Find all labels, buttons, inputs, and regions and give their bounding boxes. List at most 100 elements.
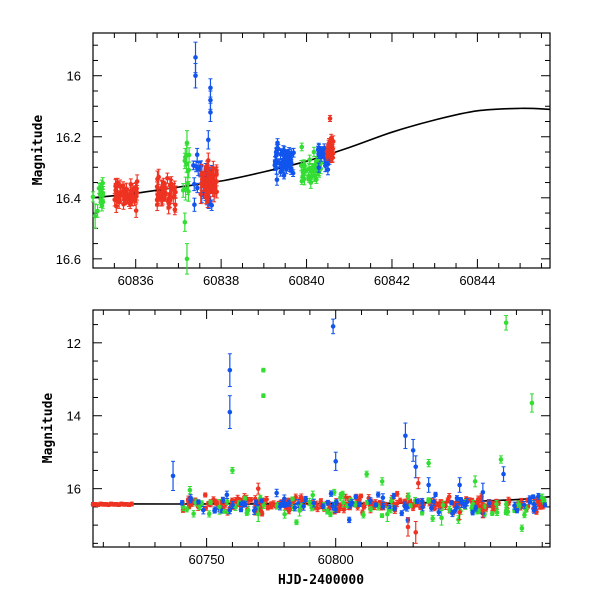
top-point-13 bbox=[97, 188, 103, 200]
bottom-point-388 bbox=[436, 508, 442, 516]
bottom-marker bbox=[347, 502, 353, 508]
top-point-235 bbox=[129, 193, 134, 204]
bottom-marker bbox=[255, 486, 261, 491]
top-marker bbox=[186, 152, 192, 158]
bottom-point-448 bbox=[472, 475, 478, 488]
bottom-marker bbox=[394, 491, 400, 497]
top-marker bbox=[159, 197, 165, 203]
top-marker bbox=[301, 162, 307, 168]
top-marker bbox=[193, 164, 199, 169]
top-marker bbox=[113, 182, 119, 187]
bottom-marker bbox=[309, 505, 314, 511]
bottom-point-362 bbox=[473, 504, 479, 512]
top-point-306 bbox=[204, 160, 210, 175]
bottom-marker bbox=[440, 502, 446, 508]
top-point-232 bbox=[134, 181, 139, 196]
bottom-point-366 bbox=[334, 499, 339, 506]
bottom-point-316 bbox=[184, 506, 190, 513]
top-point-314 bbox=[211, 184, 217, 198]
top-point-101 bbox=[193, 161, 199, 173]
bottom-marker bbox=[341, 507, 347, 512]
bottom-marker bbox=[487, 501, 492, 506]
top-marker bbox=[306, 176, 312, 182]
bottom-point-308 bbox=[328, 511, 333, 518]
top-point-177 bbox=[325, 163, 331, 176]
top-marker bbox=[116, 196, 122, 202]
bottom-marker bbox=[521, 502, 527, 508]
top-panel: 60836 60838 60840 60842 608441616.216.416.6 … bbox=[31, 32, 551, 288]
bottom-marker bbox=[286, 500, 292, 506]
top-marker bbox=[288, 165, 294, 171]
bottom-point-345 bbox=[522, 511, 527, 519]
bottom-marker bbox=[480, 508, 486, 513]
top-marker bbox=[123, 195, 129, 201]
bottom-point-318 bbox=[208, 499, 213, 505]
bottom-marker bbox=[397, 498, 403, 503]
top-marker bbox=[155, 176, 160, 182]
top-point-110 bbox=[274, 173, 280, 186]
bottom-plot-frame bbox=[92, 309, 551, 548]
bottom-marker bbox=[404, 505, 410, 510]
bottom-point-434 bbox=[380, 493, 386, 503]
top-point-158 bbox=[279, 163, 285, 173]
top-y-axis-label: Magnitude bbox=[31, 115, 46, 186]
bottom-point-452 bbox=[297, 504, 302, 517]
bottom-point-176 bbox=[358, 493, 364, 499]
top-marker bbox=[279, 165, 285, 171]
bottom-marker bbox=[473, 505, 479, 511]
bottom-point-400 bbox=[238, 501, 244, 507]
top-marker bbox=[191, 181, 197, 187]
bottom-marker bbox=[536, 494, 541, 499]
bottom-marker bbox=[191, 511, 196, 517]
top-marker bbox=[97, 191, 103, 197]
bottom-marker bbox=[458, 498, 464, 503]
bottom-point-466 bbox=[501, 466, 506, 482]
bottom-marker bbox=[491, 505, 496, 510]
bottom-marker bbox=[447, 507, 452, 512]
bottom-marker bbox=[403, 433, 408, 439]
bottom-point-437 bbox=[462, 501, 468, 509]
top-marker bbox=[165, 175, 170, 181]
bottom-marker bbox=[235, 496, 240, 501]
bottom-point-483 bbox=[129, 501, 135, 507]
bottom-marker bbox=[227, 507, 233, 513]
bottom-marker bbox=[470, 510, 475, 515]
bottom-marker bbox=[498, 457, 504, 462]
bottom-point-217 bbox=[445, 497, 451, 504]
bottom-point-465 bbox=[480, 482, 486, 502]
top-point-155 bbox=[280, 148, 286, 160]
top-marker bbox=[327, 116, 333, 121]
bottom-marker bbox=[206, 511, 212, 517]
bottom-point-338 bbox=[430, 515, 435, 522]
bottom-point-395 bbox=[470, 509, 475, 516]
bottom-marker bbox=[311, 500, 317, 506]
bottom-y-tick-label: 12 bbox=[67, 336, 81, 351]
bottom-marker bbox=[527, 496, 533, 501]
top-marker bbox=[198, 191, 204, 197]
bottom-marker bbox=[503, 510, 509, 516]
top-point-186 bbox=[193, 63, 198, 89]
bottom-marker bbox=[179, 500, 185, 506]
bottom-marker bbox=[238, 507, 244, 512]
bottom-marker bbox=[501, 471, 506, 477]
bottom-marker bbox=[227, 409, 233, 415]
bottom-x-axis-label: HJD-2400000 bbox=[278, 573, 364, 588]
bottom-marker bbox=[373, 502, 379, 508]
bottom-marker bbox=[333, 459, 339, 464]
bottom-marker bbox=[380, 495, 386, 501]
bottom-marker bbox=[187, 487, 193, 493]
top-marker bbox=[100, 180, 106, 186]
bottom-axis-ticks: 60750 60800 12 14 16 bbox=[67, 310, 550, 567]
bottom-point-385 bbox=[253, 499, 259, 505]
bottom-point-342 bbox=[187, 485, 193, 495]
bottom-point-411 bbox=[201, 505, 206, 515]
bottom-marker bbox=[542, 502, 548, 508]
bottom-point-445 bbox=[364, 470, 369, 478]
bottom-point-403 bbox=[301, 501, 306, 511]
top-marker bbox=[286, 150, 292, 156]
top-point-272 bbox=[167, 192, 173, 208]
bottom-marker bbox=[282, 502, 287, 507]
bottom-marker bbox=[328, 511, 333, 517]
top-point-65 bbox=[184, 243, 190, 275]
bottom-point-405 bbox=[531, 500, 537, 509]
